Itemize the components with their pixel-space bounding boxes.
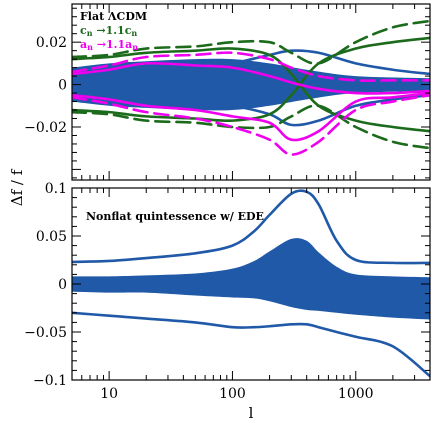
top-y-tick-label: −0.02 [24, 120, 67, 136]
x-tick-label: 1000 [338, 386, 374, 402]
top-series-line-3 [72, 36, 430, 123]
bottom-series-line-0 [72, 189, 430, 265]
top-panel: −0.02 0 0.02 Flat ΛCDM cn →1.1cn an →1.1an [24, 3, 431, 181]
top-panel-title: Flat ΛCDM [80, 10, 147, 23]
bottom-uncertainty-band [72, 238, 430, 320]
bottom-axes: −0.1 −0.05 0 0.05 0.1 10 100 1000 [24, 181, 431, 402]
top-series-line-9 [72, 93, 430, 156]
bottom-panel-title: Nonflat quintessence w/ EDE [86, 210, 264, 223]
top-series-lines [72, 19, 430, 156]
top-y-tick-label: 0.02 [36, 35, 67, 51]
top-series-line-4 [72, 19, 430, 65]
bottom-y-tick-label: 0 [58, 277, 67, 293]
legend-entry-cn: cn →1.1cn [80, 24, 137, 38]
bottom-y-tick-label: 0.05 [36, 229, 67, 245]
x-tick-label: 10 [100, 386, 118, 402]
x-tick-label: 100 [219, 386, 246, 402]
top-series-line-7 [72, 91, 430, 142]
top-series-line-8 [72, 51, 430, 82]
bottom-y-tick-label: −0.05 [24, 325, 67, 341]
x-axis-title: l [249, 404, 254, 422]
top-series-line-2 [72, 47, 430, 133]
top-plot-frame [71, 3, 431, 181]
top-y-tick-label: 0 [58, 78, 67, 94]
bottom-y-tick-label: −0.1 [33, 373, 67, 389]
bottom-band-area [72, 238, 430, 320]
y-axis-title: Δf / f [8, 168, 26, 206]
legend-entry-an: an →1.1an [80, 38, 138, 52]
top-series-line-5 [72, 104, 430, 150]
top-axes: −0.02 0 0.02 [24, 3, 431, 181]
bottom-y-tick-label: 0.1 [45, 181, 67, 197]
bottom-series-line-1 [72, 311, 430, 378]
top-series-line-6 [72, 61, 430, 95]
bottom-panel: −0.1 −0.05 0 0.05 0.1 10 100 1000 Nonflat quint… [24, 181, 431, 402]
bottom-series-lines [72, 189, 430, 378]
